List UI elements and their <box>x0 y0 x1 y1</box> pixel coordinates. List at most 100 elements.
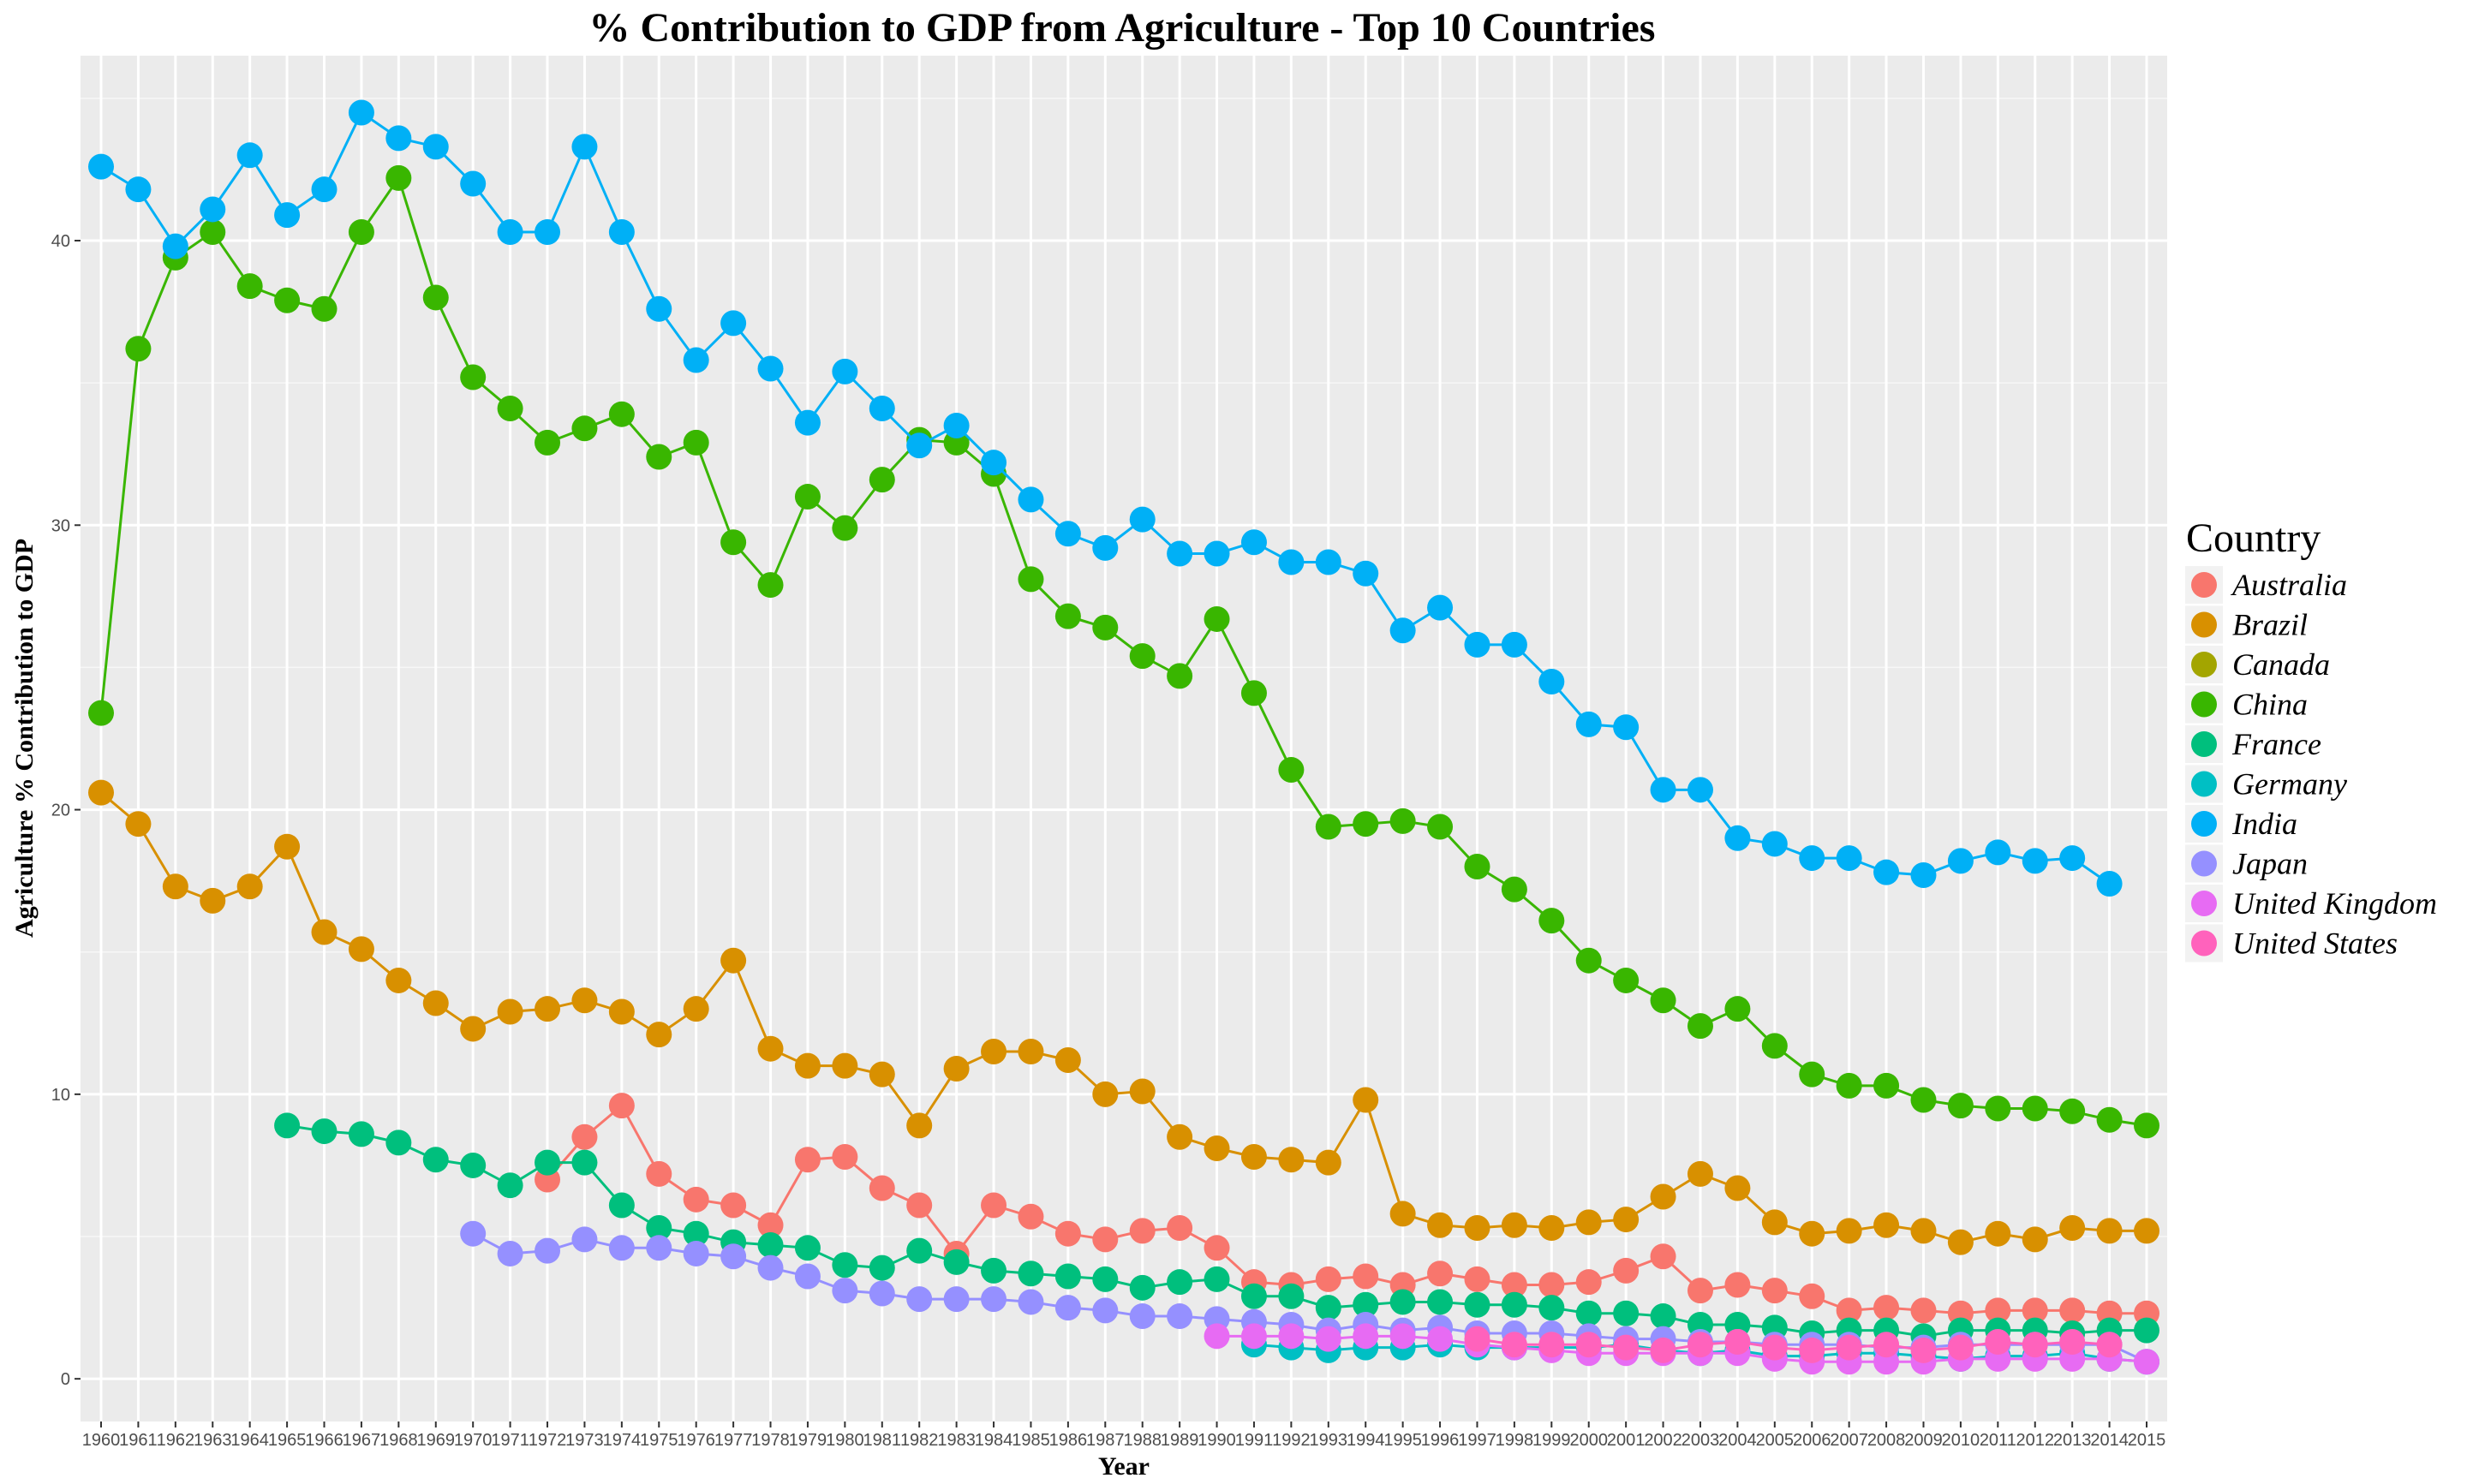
x-axis-title: Year <box>1098 1452 1150 1480</box>
data-point-india <box>236 142 263 169</box>
data-point-australia <box>1054 1220 1081 1247</box>
data-point-india <box>274 202 301 229</box>
x-axis-ticks: 1960196119621963196419651966196719681969… <box>82 1421 2166 1450</box>
legend-title: Country <box>2186 516 2321 561</box>
data-point-united-kingdom <box>1204 1323 1230 1350</box>
data-point-brazil <box>1799 1220 1825 1247</box>
legend-swatch <box>2191 691 2217 718</box>
data-point-australia <box>757 1212 784 1238</box>
legend-label: China <box>2232 688 2308 722</box>
data-point-france <box>757 1231 784 1258</box>
legend-swatch <box>2191 611 2217 638</box>
data-point-china <box>1240 680 1267 706</box>
data-point-brazil <box>1947 1229 1974 1255</box>
data-point-china <box>571 415 598 442</box>
data-point-japan <box>497 1240 523 1266</box>
data-point-china <box>1464 854 1490 880</box>
data-point-brazil <box>125 811 152 837</box>
data-point-brazil <box>832 1052 858 1079</box>
data-point-china <box>385 164 412 191</box>
data-point-india <box>1389 617 1416 644</box>
data-point-united-states <box>1687 1332 1713 1358</box>
data-point-brazil <box>683 996 709 1022</box>
x-tick-label: 1972 <box>529 1431 567 1450</box>
data-point-japan <box>1092 1297 1119 1324</box>
x-tick-label: 1965 <box>268 1431 307 1450</box>
data-point-india <box>1353 560 1379 587</box>
data-point-india <box>646 295 672 322</box>
data-point-china <box>1687 1013 1713 1040</box>
data-point-japan <box>535 1237 561 1264</box>
legend-label: Australia <box>2231 568 2347 602</box>
data-point-united-states <box>1985 1328 2011 1355</box>
legend-item-china: China <box>2185 685 2308 724</box>
data-point-china <box>1613 967 1640 993</box>
data-point-india <box>1427 594 1454 621</box>
data-point-australia <box>1204 1235 1230 1261</box>
data-point-brazil <box>1575 1209 1602 1236</box>
data-point-united-kingdom <box>1315 1326 1341 1352</box>
data-point-brazil <box>1092 1081 1119 1107</box>
data-point-brazil <box>162 873 188 900</box>
data-point-china <box>1650 987 1676 1014</box>
x-tick-label: 1993 <box>1310 1431 1348 1450</box>
x-tick-label: 2013 <box>2053 1431 2092 1450</box>
data-point-france <box>1129 1274 1156 1301</box>
grid-lines <box>81 56 2167 1421</box>
data-point-china <box>1389 808 1416 834</box>
data-point-india <box>1315 549 1341 575</box>
data-point-brazil <box>1613 1207 1640 1233</box>
data-point-brazil <box>2022 1226 2048 1253</box>
x-tick-label: 1995 <box>1383 1431 1422 1450</box>
data-point-india <box>1018 486 1044 513</box>
data-point-china <box>1761 1033 1788 1059</box>
data-point-france <box>1613 1300 1640 1326</box>
data-point-australia <box>1353 1263 1379 1290</box>
data-point-france <box>422 1147 449 1173</box>
data-point-france <box>906 1237 933 1264</box>
data-point-brazil <box>1240 1143 1267 1170</box>
data-point-japan <box>981 1286 1007 1313</box>
data-point-brazil <box>460 1016 487 1042</box>
data-point-japan <box>832 1278 858 1304</box>
x-tick-label: 1984 <box>975 1431 1013 1450</box>
data-point-brazil <box>1538 1215 1565 1242</box>
x-tick-label: 1988 <box>1123 1431 1162 1450</box>
data-point-united-states <box>1464 1326 1490 1352</box>
data-point-france <box>535 1149 561 1176</box>
x-tick-label: 1961 <box>119 1431 158 1450</box>
data-point-france <box>1167 1269 1193 1296</box>
data-point-united-states <box>1947 1334 1974 1361</box>
data-point-brazil <box>1389 1201 1416 1227</box>
x-tick-label: 1976 <box>677 1431 715 1450</box>
data-point-brazil <box>274 833 301 860</box>
data-point-china <box>2059 1098 2086 1124</box>
data-point-japan <box>757 1255 784 1281</box>
data-point-brazil <box>497 998 523 1025</box>
data-point-france <box>348 1121 374 1147</box>
legend-swatch <box>2191 850 2217 877</box>
data-point-india <box>1464 631 1490 658</box>
series-brazil <box>88 779 2159 1255</box>
data-point-brazil <box>1910 1218 1937 1244</box>
data-point-australia <box>1873 1295 1900 1321</box>
data-point-india <box>385 125 412 152</box>
data-point-china <box>2134 1112 2159 1139</box>
x-tick-label: 2015 <box>2128 1431 2166 1450</box>
y-tick-label: 40 <box>51 232 70 251</box>
data-point-france <box>1204 1266 1230 1292</box>
data-point-india <box>2022 848 2048 874</box>
data-point-france <box>571 1149 598 1176</box>
x-tick-label: 2014 <box>2090 1431 2129 1450</box>
data-point-france <box>608 1192 635 1219</box>
data-point-china <box>1278 757 1305 784</box>
data-point-brazil <box>1204 1135 1230 1161</box>
data-point-australia <box>1427 1261 1454 1287</box>
data-point-india <box>608 219 635 246</box>
data-point-china <box>497 396 523 422</box>
data-point-china <box>1724 996 1751 1022</box>
data-point-united-states <box>1873 1332 1900 1358</box>
x-tick-label: 2011 <box>1980 1431 2016 1450</box>
